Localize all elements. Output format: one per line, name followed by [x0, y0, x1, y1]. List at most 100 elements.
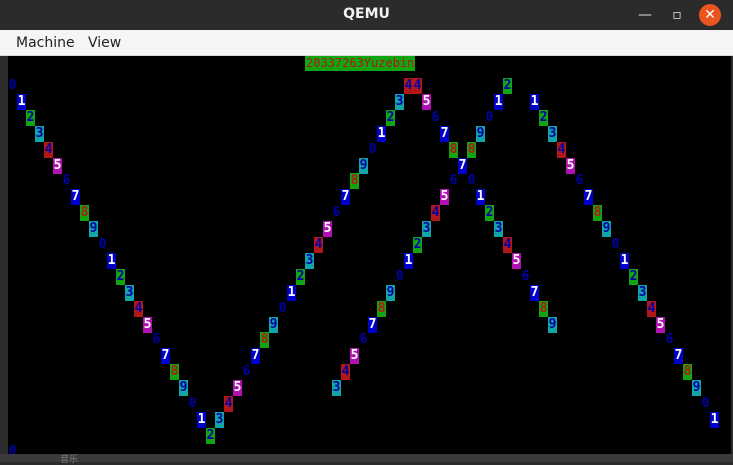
trail-char: 8 — [377, 300, 386, 317]
trail-char: 2 — [296, 268, 305, 285]
trail-char: 6 — [431, 109, 440, 125]
trail-char: 1 — [494, 93, 503, 110]
trail-char: 4 — [134, 300, 143, 317]
desktop-label: 音乐 — [60, 455, 79, 465]
trail-char: 9 — [89, 221, 98, 238]
trail-char: 5 — [53, 157, 62, 174]
trail-char: 1 — [620, 252, 629, 269]
trail-char: 0 — [368, 141, 377, 157]
trail-char: 6 — [449, 173, 458, 189]
title-bar: QEMU — ▫ ✕ — [0, 0, 733, 30]
trail-char: 4 — [404, 78, 413, 94]
trail-char: 6 — [521, 268, 530, 284]
trail-char: 7 — [530, 284, 539, 301]
trail-char: 7 — [368, 316, 377, 333]
trail-char: 6 — [62, 173, 71, 189]
trail-char: 1 — [476, 189, 485, 206]
trail-char: 2 — [503, 78, 512, 94]
trail-char: 2 — [485, 205, 494, 222]
trail-char: 4 — [413, 78, 422, 94]
trail-char: 8 — [449, 141, 458, 158]
minimize-button[interactable]: — — [638, 7, 652, 23]
trail-char: 9 — [179, 380, 188, 397]
trail-char: 3 — [332, 380, 341, 397]
trail-char: 5 — [422, 93, 431, 110]
trail-char: 1 — [107, 252, 116, 269]
close-button[interactable]: ✕ — [699, 4, 721, 26]
trail-char: 8 — [539, 300, 548, 317]
menu-view[interactable]: View — [88, 35, 122, 51]
trail-char: 0 — [701, 396, 710, 411]
trail-char: 7 — [341, 189, 350, 206]
trail-char: 2 — [116, 268, 125, 285]
trail-char: 5 — [656, 316, 665, 333]
trail-char: 9 — [359, 157, 368, 174]
trail-char: 8 — [683, 364, 692, 381]
trail-char: 3 — [305, 252, 314, 269]
menu-machine[interactable]: Machine — [16, 35, 75, 51]
trail-char: 5 — [350, 348, 359, 365]
trail-char: 4 — [44, 141, 53, 158]
trail-char: 2 — [413, 237, 422, 253]
trail-char: 6 — [152, 332, 161, 348]
screen-header: 20337263Yuzebin — [305, 56, 416, 71]
trail-char: 5 — [233, 380, 242, 397]
trail-char: 2 — [386, 109, 395, 126]
trail-char: 3 — [494, 221, 503, 238]
trail-char: 6 — [575, 173, 584, 189]
trail-char: 3 — [35, 125, 44, 142]
trail-char: 9 — [692, 380, 701, 397]
trail-char: 3 — [125, 284, 134, 301]
desktop-strip — [0, 454, 733, 462]
trail-char: 5 — [143, 316, 152, 333]
trail-char: 3 — [548, 125, 557, 142]
trail-char: 0 — [485, 109, 494, 125]
trail-char: 9 — [386, 284, 395, 301]
vm-screen[interactable]: 20337263Yuzebin 012345678901234567890120… — [8, 56, 731, 454]
trail-char: 9 — [476, 125, 485, 142]
trail-char: 1 — [377, 125, 386, 142]
trail-char: 0 — [188, 396, 197, 411]
trail-char: 1 — [404, 252, 413, 269]
trail-char: 1 — [287, 284, 296, 301]
trail-char: 2 — [26, 109, 35, 126]
trail-char: 3 — [638, 284, 647, 301]
trail-char: 3 — [215, 411, 224, 428]
trail-char: 4 — [557, 141, 566, 158]
trail-char: 8 — [260, 332, 269, 349]
maximize-button[interactable]: ▫ — [672, 7, 682, 23]
trail-char: 9 — [548, 316, 557, 333]
trail-char: 0 — [8, 78, 17, 93]
trail-char: 0 — [611, 237, 620, 252]
trail-char: 3 — [422, 221, 431, 238]
trail-char: 7 — [458, 157, 467, 174]
trail-char: 6 — [242, 364, 251, 380]
window-title: QEMU — [343, 6, 390, 22]
trail-char: 2 — [629, 268, 638, 285]
trail-char: 7 — [440, 125, 449, 142]
trail-char: 0 — [467, 173, 476, 189]
trail-char: 4 — [341, 364, 350, 381]
trail-char: 7 — [251, 348, 260, 365]
trail-char: 9 — [602, 221, 611, 238]
trail-char: 8 — [593, 205, 602, 222]
trail-char: 4 — [503, 237, 512, 253]
trail-char: 6 — [332, 205, 341, 221]
trail-char: 4 — [431, 205, 440, 222]
trail-char: 6 — [665, 332, 674, 348]
trail-char: 1 — [197, 411, 206, 428]
trail-char: 5 — [440, 189, 449, 206]
trail-char: 1 — [710, 411, 719, 428]
trail-char: 3 — [395, 93, 404, 110]
trail-char: 7 — [584, 189, 593, 206]
trail-char: 0 — [278, 300, 287, 316]
trail-char: 9 — [269, 316, 278, 333]
trail-char: 1 — [17, 93, 26, 110]
trail-char: 0 — [8, 443, 17, 454]
trail-char: 4 — [314, 237, 323, 253]
trail-char: 8 — [467, 141, 476, 158]
trail-char: 4 — [224, 396, 233, 412]
trail-char: 5 — [323, 221, 332, 238]
trail-char: 8 — [80, 205, 89, 222]
trail-char: 8 — [170, 364, 179, 381]
